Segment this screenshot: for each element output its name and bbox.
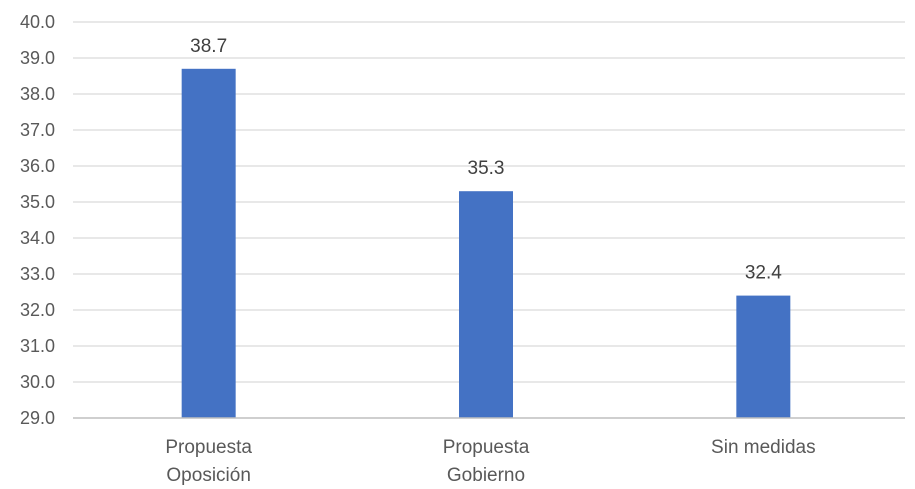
y-tick-label: 32.0 [20,300,55,320]
y-tick-label: 35.0 [20,192,55,212]
bar [736,295,791,418]
y-tick-label: 40.0 [20,12,55,32]
y-tick-label: 38.0 [20,84,55,104]
data-label: 38.7 [190,36,227,57]
bars [181,68,791,419]
y-tick-label: 29.0 [20,408,55,428]
y-tick-label: 33.0 [20,264,55,284]
x-axis-category-labels: Propuesta Oposición Propuesta Gobierno Sin m… [165,437,815,486]
y-tick-label: 34.0 [20,228,55,248]
y-tick-label: 30.0 [20,372,55,392]
y-tick-label: 37.0 [20,120,55,140]
bar [459,191,513,418]
category-label: Propuesta [443,437,530,458]
data-labels: 38.7 35.3 32.4 [190,36,782,284]
category-label: Sin medidas [711,437,816,458]
y-tick-label: 31.0 [20,336,55,356]
y-tick-label: 39.0 [20,48,55,68]
data-label: 32.4 [745,263,782,284]
data-label: 35.3 [468,158,505,179]
category-label: Oposición [166,465,251,486]
y-axis-tick-labels: 29.0 30.0 31.0 32.0 33.0 34.0 35.0 36.0 37.0 38.0… [20,12,55,428]
category-label: Propuesta [165,437,252,458]
bar [181,68,236,419]
y-tick-label: 36.0 [20,156,55,176]
category-label: Gobierno [447,465,525,486]
